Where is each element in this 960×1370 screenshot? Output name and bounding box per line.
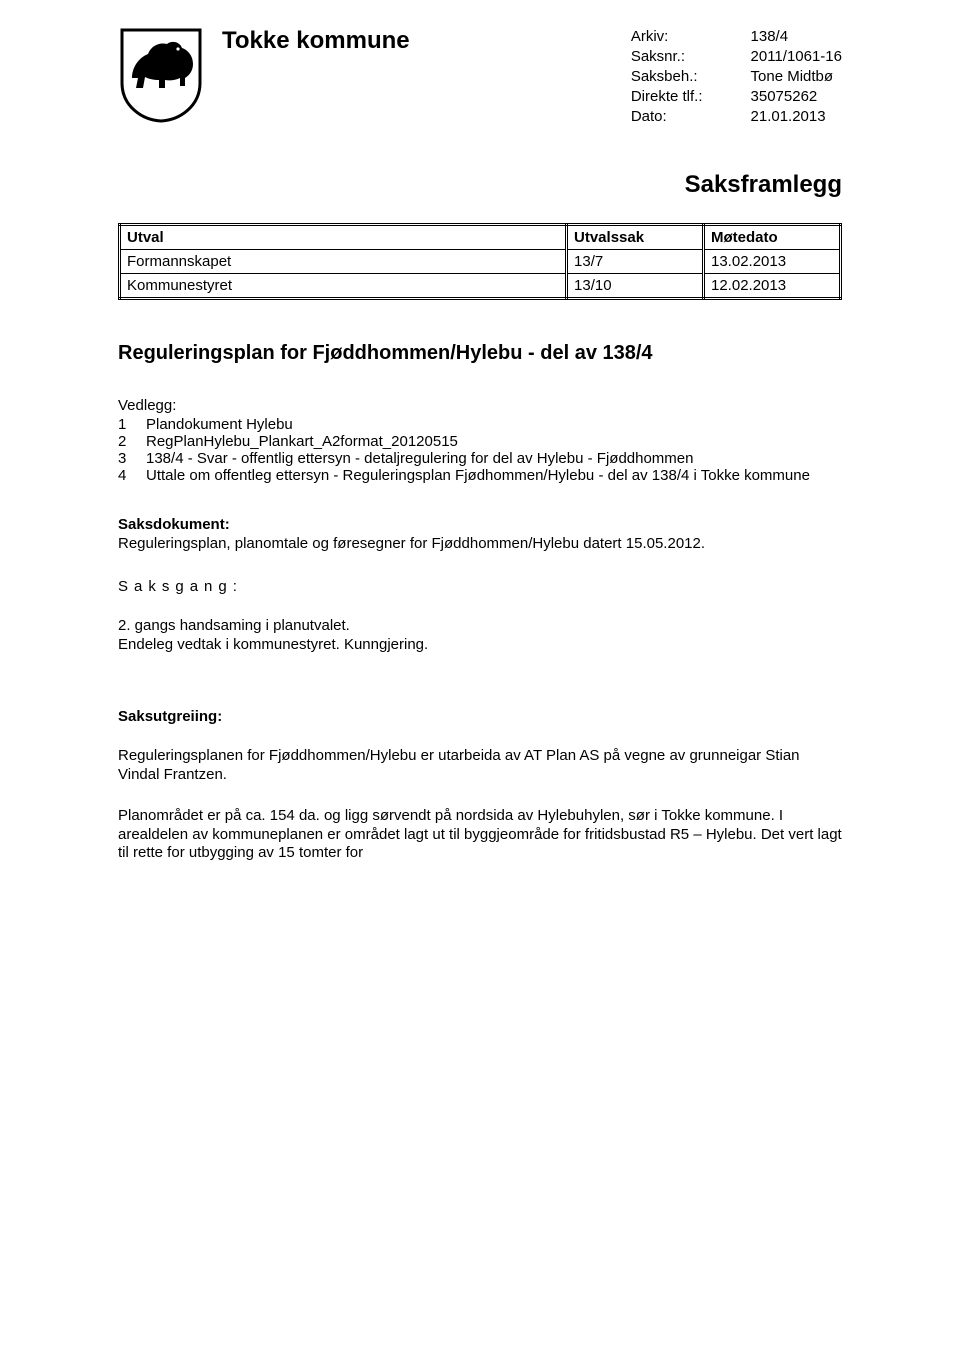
col-utvalssak: Utvalssak [567,225,704,250]
vedlegg-number: 2 [118,433,146,450]
vedlegg-number: 1 [118,416,146,433]
vedlegg-heading: Vedlegg: [118,397,842,414]
vedlegg-text: RegPlanHylebu_Plankart_A2format_20120515 [146,433,842,450]
table-header-row: Utval Utvalssak Møtedato [120,225,841,250]
vedlegg-item: 1 Plandokument Hylebu [118,416,842,433]
saksgang-line: Endeleg vedtak i kommunestyret. Kunngjer… [118,636,842,655]
saksbeh-label: Saksbeh.: [631,68,703,85]
tlf-label: Direkte tlf.: [631,88,703,105]
case-title: Reguleringsplan for Fjøddhommen/Hylebu -… [118,342,842,365]
vedlegg-text: Plandokument Hylebu [146,416,842,433]
tlf-value: 35075262 [751,88,842,105]
document-page: Tokke kommune Arkiv: 138/4 Saksnr.: 2011… [0,0,960,1370]
dato-value: 21.01.2013 [751,108,842,125]
col-motedato: Møtedato [704,225,841,250]
saksgang-label: Saksgang: [118,578,842,595]
dato-label: Dato: [631,108,703,125]
saksdokument-text: Reguleringsplan, planomtale og føresegne… [118,535,842,554]
vedlegg-item: 3 138/4 - Svar - offentlig ettersyn - de… [118,450,842,467]
case-meta-block: Arkiv: 138/4 Saksnr.: 2011/1061-16 Saksb… [631,28,842,125]
vedlegg-text: 138/4 - Svar - offentlig ettersyn - deta… [146,450,842,467]
saksutgreiing-label: Saksutgreiing: [118,708,842,725]
cell-utval: Kommunestyret [120,274,567,299]
saksdokument-label: Saksdokument: [118,516,842,533]
arkiv-label: Arkiv: [631,28,703,45]
saksutgreiing-p1: Reguleringsplanen for Fjøddhommen/Hylebu… [118,747,842,785]
vedlegg-item: 2 RegPlanHylebu_Plankart_A2format_201205… [118,433,842,450]
saksgang-line: 2. gangs handsaming i planutvalet. [118,617,842,636]
table-row: Formannskapet 13/7 13.02.2013 [120,250,841,274]
saksnr-label: Saksnr.: [631,48,703,65]
utval-table: Utval Utvalssak Møtedato Formannskapet 1… [118,223,842,300]
arkiv-value: 138/4 [751,28,842,45]
cell-motedato: 13.02.2013 [704,250,841,274]
vedlegg-item: 4 Uttale om offentleg ettersyn - Reguler… [118,467,842,484]
saksframlegg-title: Saksframlegg [118,171,842,199]
saksbeh-value: Tone Midtbø [751,68,842,85]
header-row: Tokke kommune Arkiv: 138/4 Saksnr.: 2011… [118,28,842,125]
municipal-crest-icon [118,28,204,123]
vedlegg-number: 3 [118,450,146,467]
saksutgreiing-p2: Planområdet er på ca. 154 da. og ligg sø… [118,807,842,863]
cell-utval: Formannskapet [120,250,567,274]
saksnr-value: 2011/1061-16 [751,48,842,65]
table-row: Kommunestyret 13/10 12.02.2013 [120,274,841,299]
vedlegg-list: 1 Plandokument Hylebu 2 RegPlanHylebu_Pl… [118,416,842,484]
col-utval: Utval [120,225,567,250]
cell-utvalssak: 13/7 [567,250,704,274]
vedlegg-number: 4 [118,467,146,484]
cell-utvalssak: 13/10 [567,274,704,299]
cell-motedato: 12.02.2013 [704,274,841,299]
saksgang-block: 2. gangs handsaming i planutvalet. Endel… [118,617,842,655]
municipality-title: Tokke kommune [222,28,631,54]
vedlegg-text: Uttale om offentleg ettersyn - Regulerin… [146,467,842,484]
